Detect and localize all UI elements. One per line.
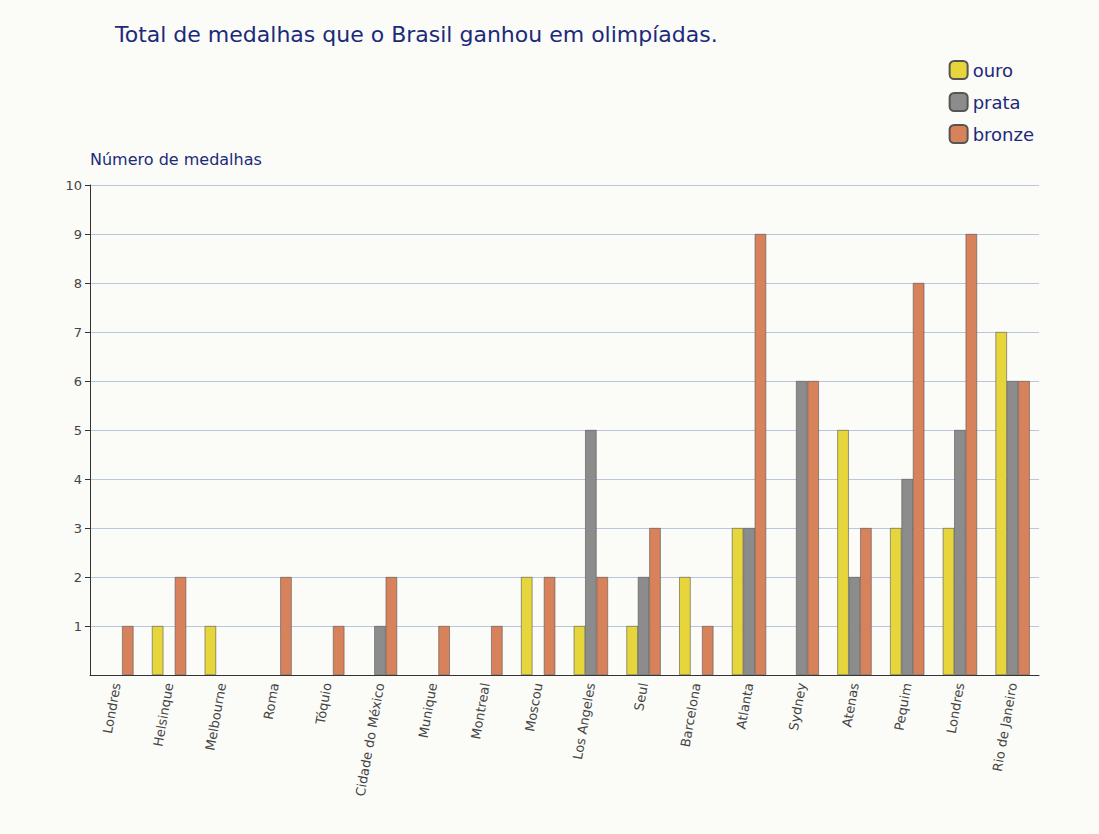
svg-text:Londres: Londres xyxy=(944,681,968,734)
svg-text:10: 10 xyxy=(65,178,82,193)
svg-text:5: 5 xyxy=(74,423,82,438)
svg-text:Cidade do México: Cidade do México xyxy=(353,682,388,798)
svg-text:Atenas: Atenas xyxy=(839,681,862,728)
svg-text:3: 3 xyxy=(74,521,82,536)
svg-text:Munique: Munique xyxy=(416,682,440,740)
svg-text:2: 2 xyxy=(74,570,82,585)
svg-text:9: 9 xyxy=(74,227,82,242)
svg-text:Número de medalhas: Número de medalhas xyxy=(90,150,262,169)
svg-text:4: 4 xyxy=(74,472,82,487)
svg-text:Los Angeles: Los Angeles xyxy=(570,681,598,760)
svg-text:6: 6 xyxy=(74,374,82,389)
svg-text:Londres: Londres xyxy=(100,681,124,734)
svg-text:8: 8 xyxy=(74,276,82,291)
svg-text:Total de medalhas que o Brasil: Total de medalhas que o Brasil ganhou em… xyxy=(114,22,718,47)
svg-text:ouro: ouro xyxy=(973,60,1013,81)
svg-text:Barcelona: Barcelona xyxy=(678,682,704,748)
svg-text:prata: prata xyxy=(973,92,1021,113)
svg-text:bronze: bronze xyxy=(973,124,1034,145)
svg-text:Montreal: Montreal xyxy=(468,682,493,741)
svg-text:Moscou: Moscou xyxy=(522,682,545,733)
svg-text:Roma: Roma xyxy=(261,682,282,721)
svg-text:Helsinque: Helsinque xyxy=(150,682,176,748)
svg-text:Melbourne: Melbourne xyxy=(202,682,229,752)
svg-text:7: 7 xyxy=(74,325,82,340)
svg-text:Seul: Seul xyxy=(631,682,651,712)
svg-text:1: 1 xyxy=(74,619,82,634)
svg-text:Pequim: Pequim xyxy=(891,682,914,732)
svg-text:Tóquio: Tóquio xyxy=(312,682,334,727)
svg-text:Sydney: Sydney xyxy=(786,681,809,731)
svg-text:Rio de Janeiro: Rio de Janeiro xyxy=(990,682,1020,773)
svg-text:Atlanta: Atlanta xyxy=(734,682,757,731)
